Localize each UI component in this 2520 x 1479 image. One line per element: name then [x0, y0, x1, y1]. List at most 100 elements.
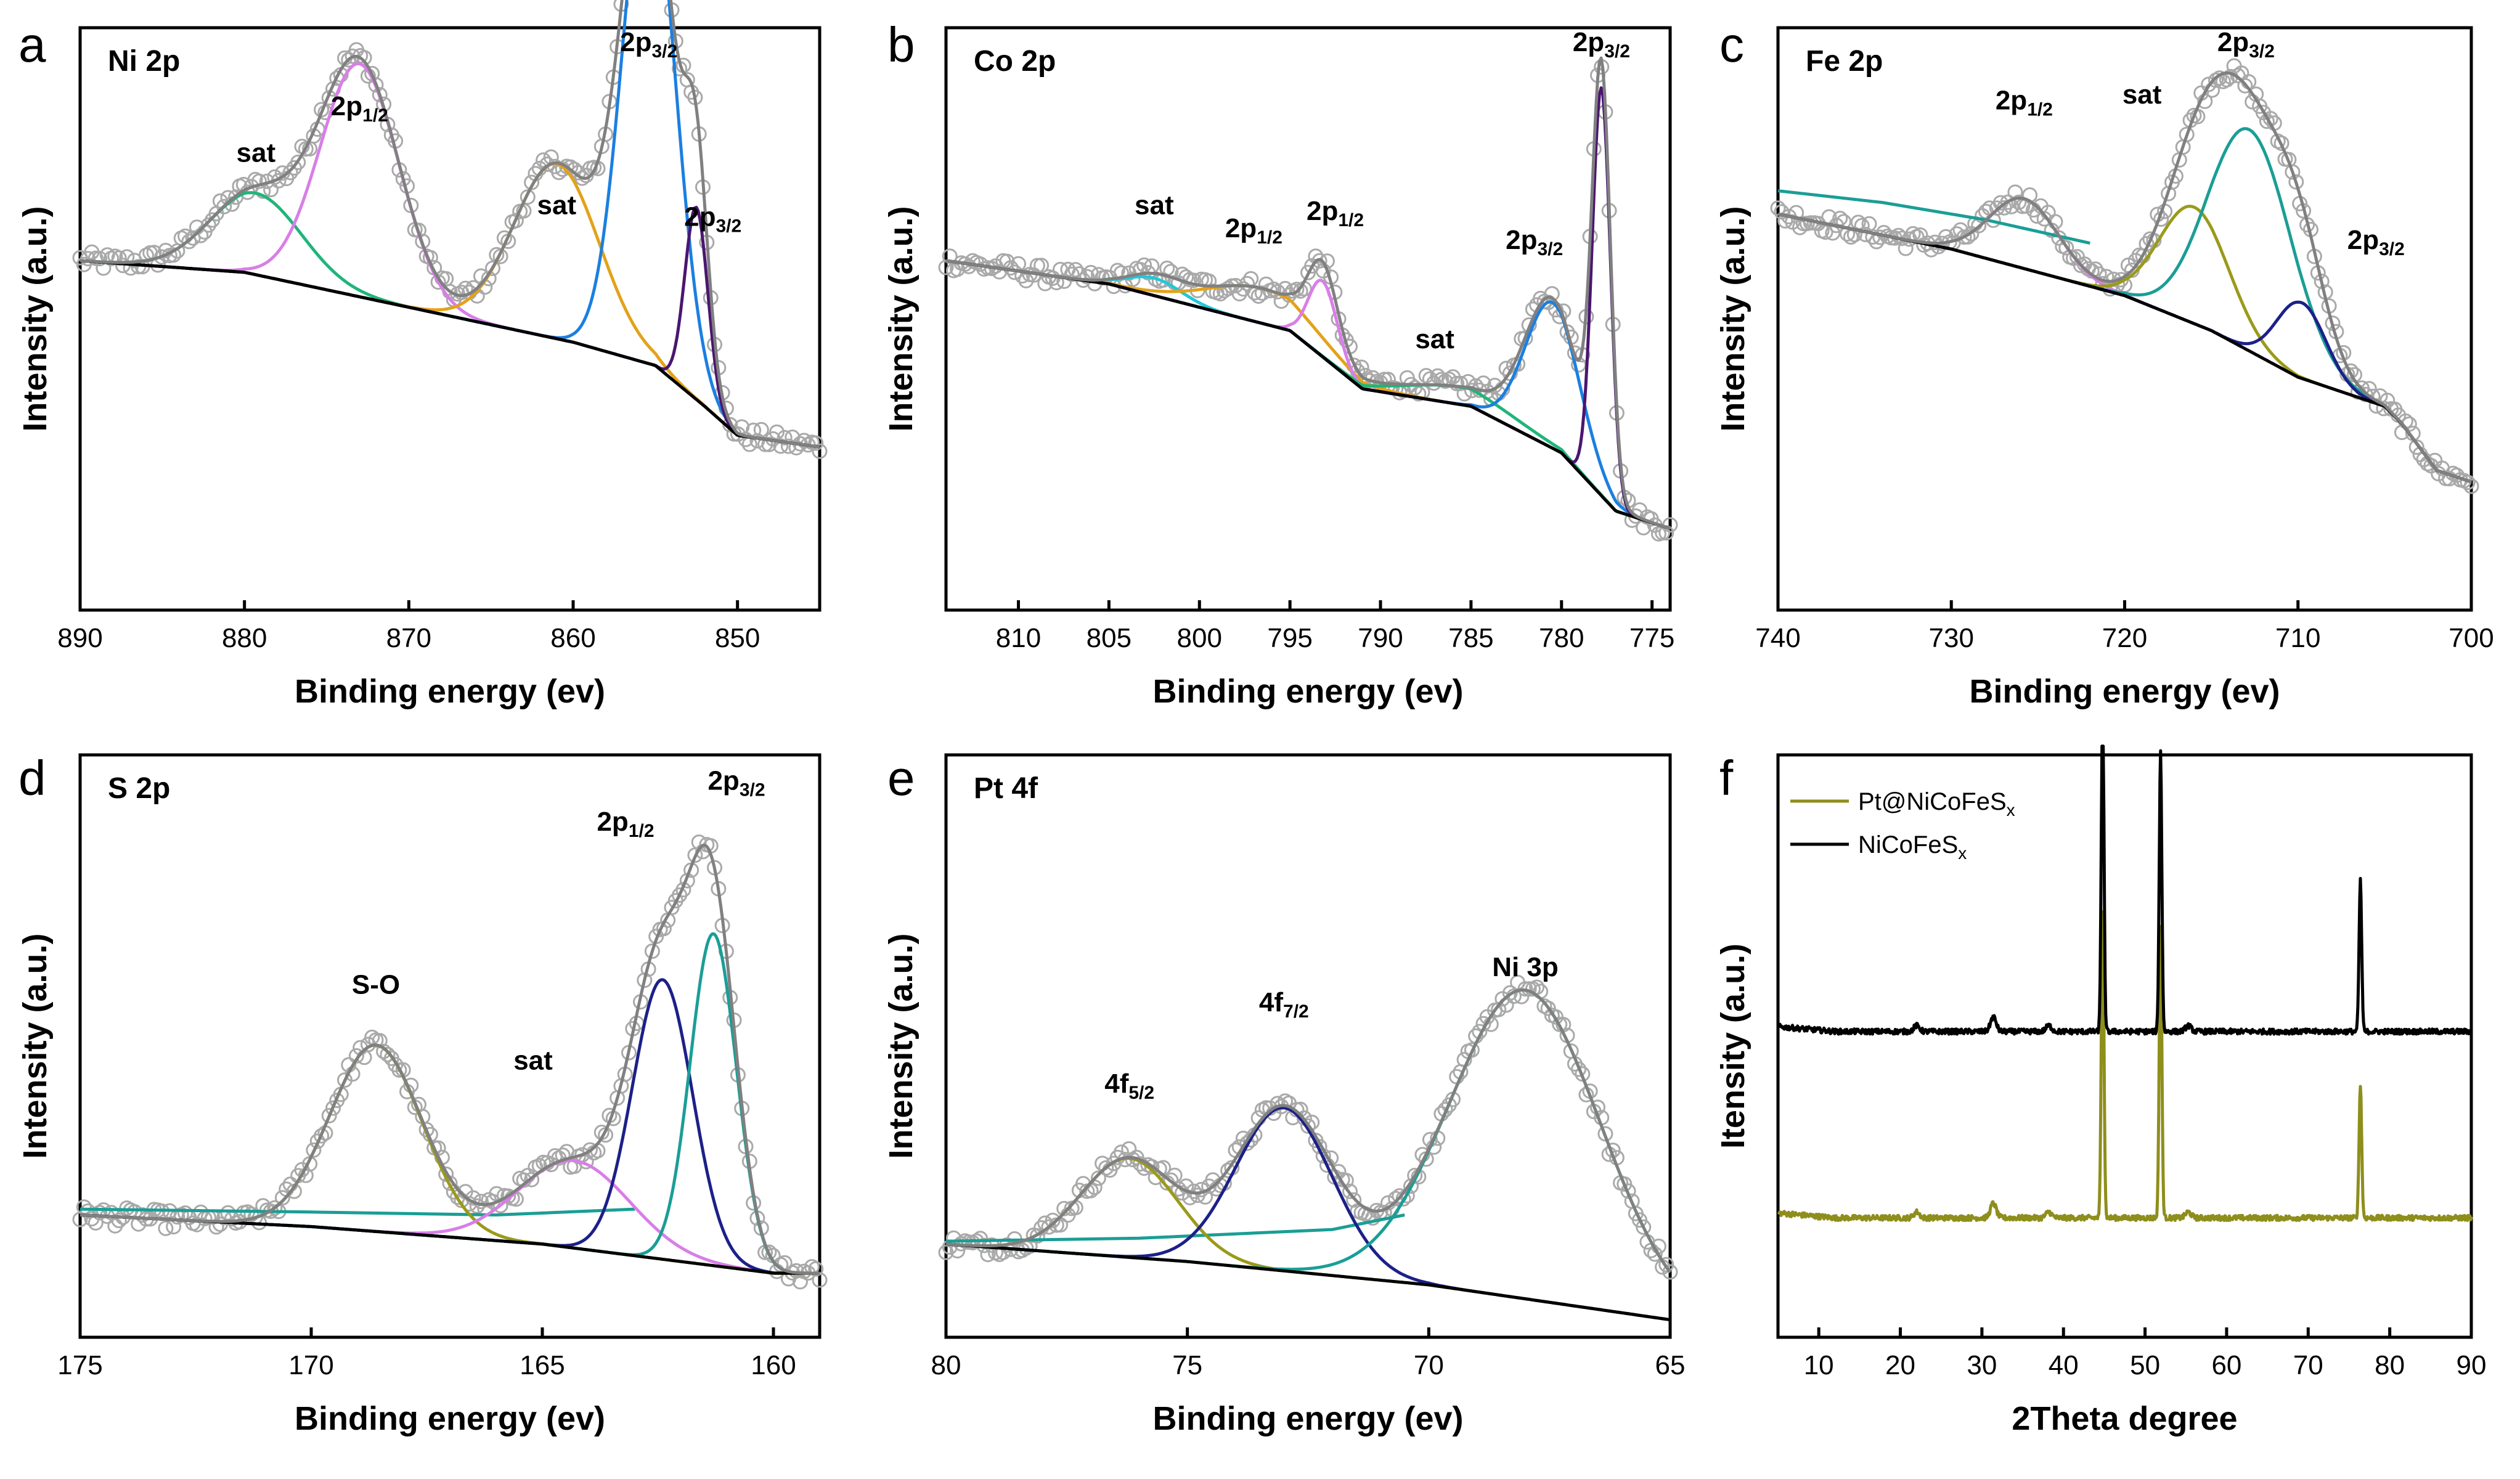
data-point	[1491, 1001, 1507, 1017]
data-point	[282, 165, 298, 181]
x-tick-label: 90	[2457, 1350, 2487, 1380]
data-point	[1898, 240, 1914, 256]
panel-title: Ni 2p	[108, 45, 180, 78]
data-point	[582, 1142, 598, 1158]
data-point	[158, 1220, 174, 1236]
data-point	[808, 1261, 824, 1277]
data-point	[2058, 240, 2074, 256]
data-point	[1300, 1118, 1316, 1134]
x-axis-label: Binding energy (ev)	[295, 1400, 605, 1437]
data-point	[1163, 1172, 1179, 1188]
xrd-series-line	[1777, 744, 2473, 1036]
data-point	[1311, 253, 1327, 269]
data-point	[251, 173, 267, 189]
data-point	[508, 213, 524, 229]
plot-frame	[78, 26, 822, 612]
panel-c: 740 730 720 710 700 Binding energy (ev) Intens…	[1715, 17, 2494, 710]
data-point	[792, 1274, 808, 1290]
peak-label: 2p3/2	[1573, 27, 1630, 62]
x-tick-label: 30	[1967, 1350, 1997, 1380]
data-point	[1517, 981, 1533, 997]
data-point	[1144, 1159, 1160, 1175]
data-point	[1464, 1042, 1480, 1058]
fit-component-peak	[945, 259, 1671, 531]
peak-label: 2p3/2	[2347, 225, 2405, 259]
x-tick-label: 780	[1539, 623, 1584, 653]
data-point	[796, 433, 812, 449]
data-point	[1662, 1264, 1678, 1280]
x-tick-label: 890	[57, 623, 102, 653]
data-point	[773, 438, 789, 454]
data-point	[1658, 1257, 1674, 1273]
envelope-line	[80, 0, 820, 449]
data-point	[1620, 1183, 1636, 1199]
panel-letter: e	[887, 751, 915, 805]
data-point	[80, 1203, 96, 1219]
xrd-series-line	[1777, 910, 2473, 1222]
x-tick-label: 70	[1414, 1350, 1444, 1380]
x-tick-label: 170	[288, 1350, 333, 1380]
data-point	[1067, 262, 1083, 278]
x-tick-label: 720	[2102, 623, 2147, 653]
data-point	[808, 435, 824, 451]
peak-label: sat	[237, 137, 276, 168]
data-point	[536, 152, 552, 168]
data-point	[2208, 72, 2224, 88]
data-point	[520, 189, 536, 205]
peak-label: 4f5/2	[1104, 1069, 1154, 1103]
data-point	[812, 443, 828, 459]
data-point	[2376, 401, 2392, 417]
data-point	[2463, 478, 2479, 494]
data-point	[590, 1143, 606, 1159]
panel-title: Co 2p	[974, 45, 1056, 78]
data-point	[1270, 1096, 1286, 1112]
peak-label: 2p1/2	[1996, 85, 2053, 120]
data-point	[761, 1244, 777, 1260]
x-tick-label: 790	[1358, 623, 1403, 653]
data-point	[1292, 283, 1308, 299]
data-point	[1571, 1061, 1587, 1077]
envelope-line	[945, 56, 1671, 531]
data-point	[1029, 1228, 1045, 1244]
data-point	[753, 422, 769, 438]
plot-frame	[1776, 753, 2473, 1339]
data-point	[2285, 164, 2301, 180]
data-point	[1045, 1212, 1061, 1228]
data-point	[1034, 258, 1050, 274]
data-point	[2259, 113, 2275, 129]
data-point	[485, 260, 500, 276]
legend: Pt@NiCoFeSx NiCoFeSx	[1790, 788, 2015, 863]
data-point	[2288, 174, 2304, 190]
data-point	[380, 1046, 396, 1062]
data-point	[325, 1100, 341, 1116]
data-point	[92, 251, 108, 267]
data-point	[942, 248, 958, 264]
peak-label: Ni 3p	[1492, 952, 1559, 982]
data-point	[92, 1205, 108, 1221]
y-axis-label: Intensity (a.u.)	[1715, 206, 1751, 431]
component-tail-line	[945, 1213, 1405, 1243]
data-point	[644, 943, 660, 959]
background-line	[80, 259, 820, 449]
data-point	[243, 1206, 259, 1222]
panel-title: Fe 2p	[1806, 45, 1883, 78]
fit-component-peak	[1777, 127, 2472, 484]
data-point	[185, 230, 201, 246]
envelope-line	[1777, 71, 2472, 484]
x-tick-label: 10	[1804, 1350, 1834, 1380]
plot-frame	[944, 753, 1672, 1339]
peak-label: S-O	[352, 969, 400, 1000]
data-point	[1388, 1191, 1404, 1207]
legend-label: NiCoFeSx	[1858, 831, 1967, 863]
x-axis-label: Binding energy (ev)	[1152, 673, 1463, 710]
x-tick-label: 785	[1448, 623, 1493, 653]
x-tick-label: 730	[1929, 623, 1974, 653]
panel-letter: f	[1719, 751, 1734, 805]
x-tick-label: 870	[386, 623, 431, 653]
data-point	[306, 1142, 322, 1158]
data-point	[1186, 272, 1202, 288]
y-axis-label: Intensity (a.u.)	[883, 933, 920, 1159]
plot-frame	[1776, 26, 2473, 612]
peak-label: sat	[1135, 190, 1174, 220]
x-tick-label: 775	[1629, 623, 1674, 653]
